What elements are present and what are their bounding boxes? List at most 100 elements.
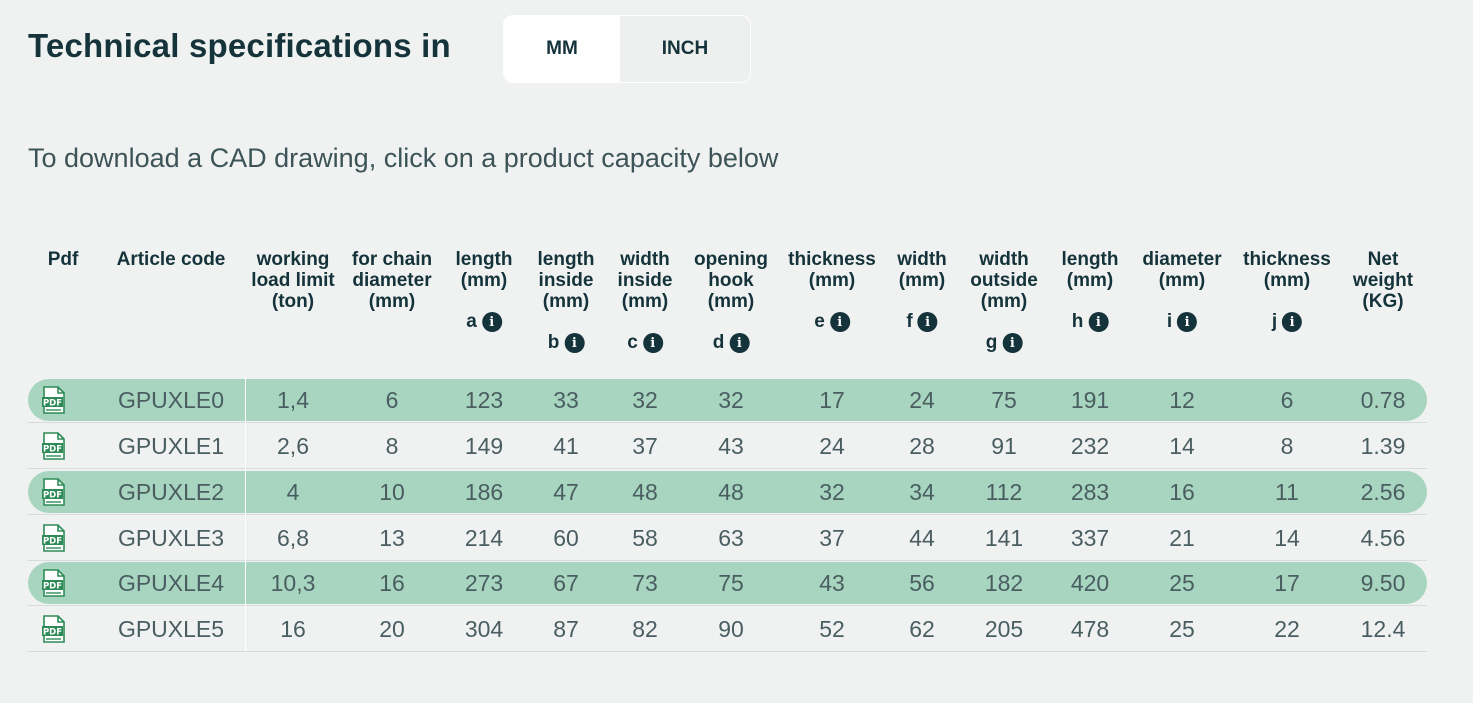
info-icon[interactable]: i [729,333,750,353]
column-header-wll: working load limit (ton) [251,249,334,312]
column-header-line: length [1061,249,1119,270]
info-icon[interactable]: i [564,333,585,353]
column-header-line: (KG) [1362,291,1404,312]
column-header-line: weight [1352,270,1414,291]
cell-chain: 6 [385,387,399,413]
info-icon[interactable]: i [917,312,938,332]
info-icon[interactable]: i [1177,312,1198,332]
cell-e: 43 [819,570,845,596]
column-header-line: (mm) [621,291,669,312]
cell-chain: 13 [379,525,405,551]
info-icon[interactable]: i [1002,333,1023,353]
cell-h: 283 [1070,479,1110,505]
cell-e: 37 [819,525,845,551]
column-header-line: length [537,249,595,270]
column-header-line: diameter [352,270,432,291]
cell-i: 21 [1169,525,1195,551]
column-header-line: hook [708,270,754,291]
cell-g: 112 [985,479,1023,505]
cell-wll: 6,8 [277,525,309,551]
page-title: Technical specifications in [28,27,451,64]
cell-f: 44 [909,525,935,551]
dimension-letter: c [627,332,638,353]
pdf-download-icon[interactable]: PDF [41,432,67,460]
unit-mm-button[interactable]: MM [504,16,620,82]
info-icon[interactable]: i [481,312,502,332]
column-header-line: width [620,249,670,270]
unit-inch-button[interactable]: INCH [661,38,709,59]
cell-j: 8 [1280,433,1294,459]
info-icon[interactable]: i [1282,312,1303,332]
row-highlight [28,562,1427,604]
info-icon[interactable]: i [829,312,850,332]
article-code-link[interactable]: GPUXLE5 [117,616,225,642]
article-code-link[interactable]: GPUXLE3 [117,525,225,551]
cell-f: 62 [909,616,935,642]
cell-f: 28 [909,433,935,459]
table-row: PDF GPUXLE3 6,8 13 214 60 58 63 37 44 141 337 21 14 4.… [28,515,1427,561]
cell-d: 75 [718,570,744,596]
column-header-a: length (mm) [456,249,513,291]
cell-j: 17 [1274,570,1300,596]
pdf-download-icon[interactable]: PDF [41,386,67,414]
column-header-j: thickness (mm) [1243,249,1331,291]
column-header-line: inside [617,270,673,291]
cell-i: 16 [1169,479,1195,505]
column-header-line: (mm) [980,291,1028,312]
column-header-f: width (mm) [897,249,947,291]
cell-wll: 4 [286,479,300,505]
article-code-link[interactable]: GPUXLE0 [117,387,225,413]
cell-g: 205 [984,616,1024,642]
cell-e: 24 [819,433,845,459]
column-header-c: width inside (mm) [618,249,673,312]
cell-b: 87 [553,616,579,642]
cell-wll: 10,3 [270,570,316,596]
cell-e: 52 [819,616,845,642]
info-icon[interactable]: i [1088,312,1109,332]
column-header-i: diameter (mm) [1142,249,1221,291]
column-header-line: (mm) [1158,270,1206,291]
column-header-line: diameter [1142,249,1222,270]
cell-wll: 1,4 [277,387,309,413]
table-row: PDF GPUXLE5 16 20 304 87 82 90 52 62 205 478 25 22 12.… [28,606,1427,652]
dimension-letter: f [906,311,913,332]
cell-wll: 16 [280,616,306,642]
pdf-icon-text: PDF [43,628,62,638]
row-divider [28,468,1427,469]
cell-weight: 12.4 [1360,616,1406,642]
row-divider [28,422,1427,423]
cell-a: 304 [464,616,504,642]
cell-chain: 16 [379,570,405,596]
cell-h: 191 [1070,387,1110,413]
article-code-link[interactable]: GPUXLE4 [117,570,225,596]
row-highlight [28,379,1427,421]
cell-weight: 9.50 [1360,570,1406,596]
column-header-line: opening [694,249,768,270]
info-icon[interactable]: i [642,333,663,353]
column-header-line: outside [970,270,1038,291]
pdf-download-icon[interactable]: PDF [41,569,67,597]
cell-weight: 2.56 [1360,479,1406,505]
cell-c: 48 [632,479,658,505]
cell-e: 32 [819,479,845,505]
article-code-link[interactable]: GPUXLE2 [117,479,225,505]
pdf-download-icon[interactable]: PDF [41,478,67,506]
dimension-letter: b [547,332,560,353]
dimension-letter: j [1271,311,1278,332]
row-divider [28,605,1427,606]
cell-weight: 0.78 [1360,387,1406,413]
pdf-download-icon[interactable]: PDF [41,524,67,552]
pdf-icon-text: PDF [43,491,62,501]
pdf-icon-text: PDF [43,582,62,592]
cell-a: 123 [464,387,504,413]
cell-c: 32 [632,387,658,413]
dimension-letter: a [466,311,477,332]
cell-d: 90 [718,616,744,642]
table-row: PDF GPUXLE0 1,4 6 123 33 32 32 17 24 75 191 12 6 0.78 [28,377,1427,423]
cell-j: 6 [1280,387,1294,413]
pdf-download-icon[interactable]: PDF [41,615,67,643]
article-code-link[interactable]: GPUXLE1 [117,433,225,459]
